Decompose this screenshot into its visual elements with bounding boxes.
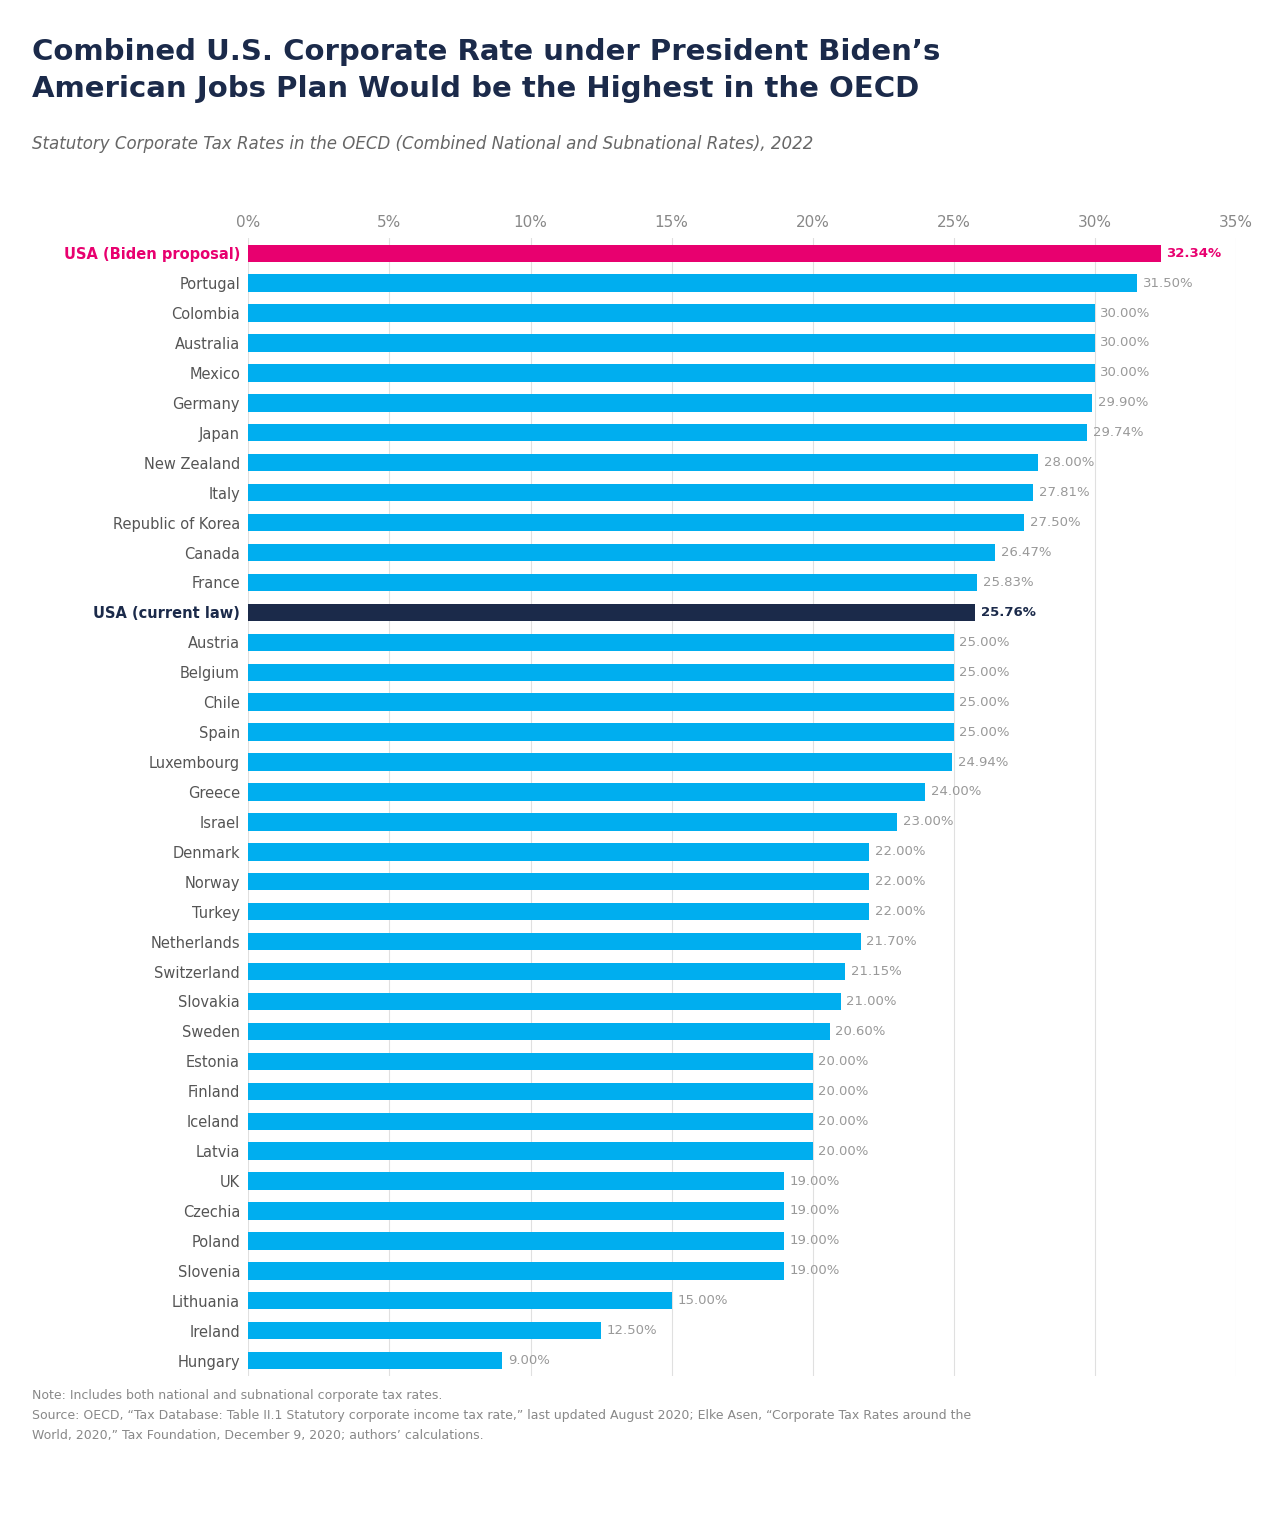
Bar: [248, 993, 841, 1010]
Text: 15.00%: 15.00%: [678, 1294, 727, 1308]
Text: 29.74%: 29.74%: [1093, 426, 1144, 440]
Bar: [248, 962, 845, 981]
Bar: [248, 633, 954, 652]
Text: 25.00%: 25.00%: [959, 636, 1010, 649]
Text: Note: Includes both national and subnational corporate tax rates.: Note: Includes both national and subnati…: [32, 1389, 442, 1402]
Bar: [248, 664, 954, 681]
Text: 25.00%: 25.00%: [959, 725, 1010, 739]
Text: 19.00%: 19.00%: [790, 1234, 841, 1248]
Text: 20.00%: 20.00%: [818, 1054, 869, 1068]
Bar: [248, 904, 869, 921]
Text: 30.00%: 30.00%: [1101, 306, 1150, 320]
Bar: [248, 693, 954, 710]
Text: 22.00%: 22.00%: [875, 875, 925, 888]
Bar: [248, 1173, 785, 1190]
Text: @TaxFoundation: @TaxFoundation: [1098, 1491, 1246, 1509]
Text: 21.15%: 21.15%: [851, 965, 902, 978]
Text: 24.94%: 24.94%: [958, 756, 1008, 768]
Text: 22.00%: 22.00%: [875, 905, 925, 918]
Bar: [248, 753, 952, 770]
Text: 26.47%: 26.47%: [1001, 546, 1051, 559]
Bar: [248, 1322, 601, 1339]
Bar: [248, 1293, 671, 1310]
Bar: [248, 1353, 502, 1369]
Text: 21.70%: 21.70%: [866, 934, 917, 948]
Text: 25.83%: 25.83%: [982, 576, 1033, 589]
Text: American Jobs Plan Would be the Highest in the OECD: American Jobs Plan Would be the Highest …: [32, 75, 919, 103]
Bar: [248, 393, 1092, 412]
Bar: [248, 544, 995, 561]
Bar: [248, 844, 869, 861]
Text: World, 2020,” Tax Foundation, December 9, 2020; authors’ calculations.: World, 2020,” Tax Foundation, December 9…: [32, 1429, 483, 1442]
Bar: [248, 573, 977, 592]
Text: 19.00%: 19.00%: [790, 1205, 841, 1217]
Bar: [248, 1262, 785, 1279]
Bar: [248, 244, 1161, 261]
Bar: [248, 1053, 813, 1070]
Text: 30.00%: 30.00%: [1101, 337, 1150, 349]
Text: Source: OECD, “Tax Database: Table II.1 Statutory corporate income tax rate,” la: Source: OECD, “Tax Database: Table II.1 …: [32, 1409, 971, 1422]
Text: 31.50%: 31.50%: [1143, 277, 1194, 289]
Bar: [248, 1082, 813, 1100]
Text: 32.34%: 32.34%: [1167, 247, 1222, 260]
Bar: [248, 604, 975, 621]
Text: 30.00%: 30.00%: [1101, 366, 1150, 380]
Bar: [248, 873, 869, 890]
Bar: [248, 1113, 813, 1130]
Bar: [248, 784, 925, 801]
Text: 12.50%: 12.50%: [606, 1325, 657, 1337]
Text: Combined U.S. Corporate Rate under President Biden’s: Combined U.S. Corporate Rate under Presi…: [32, 38, 940, 66]
Bar: [248, 724, 954, 741]
Text: 22.00%: 22.00%: [875, 845, 925, 858]
Bar: [248, 1142, 813, 1160]
Bar: [248, 933, 861, 950]
Text: 25.76%: 25.76%: [981, 606, 1036, 619]
Bar: [248, 335, 1094, 352]
Bar: [248, 364, 1094, 381]
Bar: [248, 1202, 785, 1220]
Bar: [248, 1022, 829, 1041]
Text: 20.60%: 20.60%: [836, 1025, 885, 1037]
Bar: [248, 484, 1033, 501]
Text: 20.00%: 20.00%: [818, 1085, 869, 1097]
Text: Statutory Corporate Tax Rates in the OECD (Combined National and Subnational Rat: Statutory Corporate Tax Rates in the OEC…: [32, 135, 813, 154]
Text: 20.00%: 20.00%: [818, 1145, 869, 1157]
Bar: [248, 424, 1088, 441]
Text: TAX FOUNDATION: TAX FOUNDATION: [28, 1491, 228, 1509]
Text: 25.00%: 25.00%: [959, 696, 1010, 709]
Text: 23.00%: 23.00%: [903, 816, 953, 828]
Text: 27.50%: 27.50%: [1029, 516, 1080, 529]
Bar: [248, 513, 1024, 532]
Text: 25.00%: 25.00%: [959, 666, 1010, 679]
Text: 9.00%: 9.00%: [508, 1354, 550, 1366]
Bar: [248, 304, 1094, 321]
Text: 24.00%: 24.00%: [931, 785, 981, 798]
Bar: [248, 1233, 785, 1250]
Bar: [248, 453, 1038, 472]
Text: 27.81%: 27.81%: [1038, 486, 1089, 500]
Text: 28.00%: 28.00%: [1043, 456, 1094, 469]
Text: 20.00%: 20.00%: [818, 1114, 869, 1128]
Text: 29.90%: 29.90%: [1098, 397, 1148, 409]
Bar: [248, 813, 897, 830]
Text: 19.00%: 19.00%: [790, 1174, 841, 1188]
Text: 19.00%: 19.00%: [790, 1265, 841, 1277]
Text: 21.00%: 21.00%: [846, 994, 897, 1008]
Bar: [248, 275, 1136, 292]
